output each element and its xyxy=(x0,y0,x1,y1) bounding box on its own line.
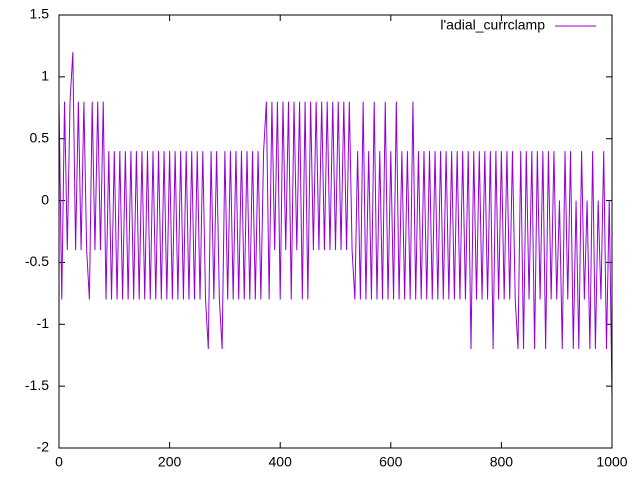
y-tick-label: 0 xyxy=(41,191,49,207)
x-tick-label: 200 xyxy=(158,454,182,470)
y-tick-label: -0.5 xyxy=(25,253,49,269)
y-tick-label: -2 xyxy=(37,439,50,455)
plot-border xyxy=(58,14,613,449)
y-tick-label: 1.5 xyxy=(30,6,50,22)
y-tick-label: 0.5 xyxy=(30,129,50,145)
x-tick-label: 600 xyxy=(379,454,403,470)
x-tick-label: 400 xyxy=(269,454,293,470)
x-tick-label: 0 xyxy=(55,454,63,470)
y-tick-label: -1 xyxy=(37,315,50,331)
y-tick-label: 1 xyxy=(41,68,49,84)
x-tick-label: 1000 xyxy=(596,454,627,470)
x-tick-label: 800 xyxy=(490,454,514,470)
series-line xyxy=(58,52,613,399)
legend-label: l'adial_currclamp xyxy=(440,17,545,33)
y-tick-label: -1.5 xyxy=(25,377,49,393)
